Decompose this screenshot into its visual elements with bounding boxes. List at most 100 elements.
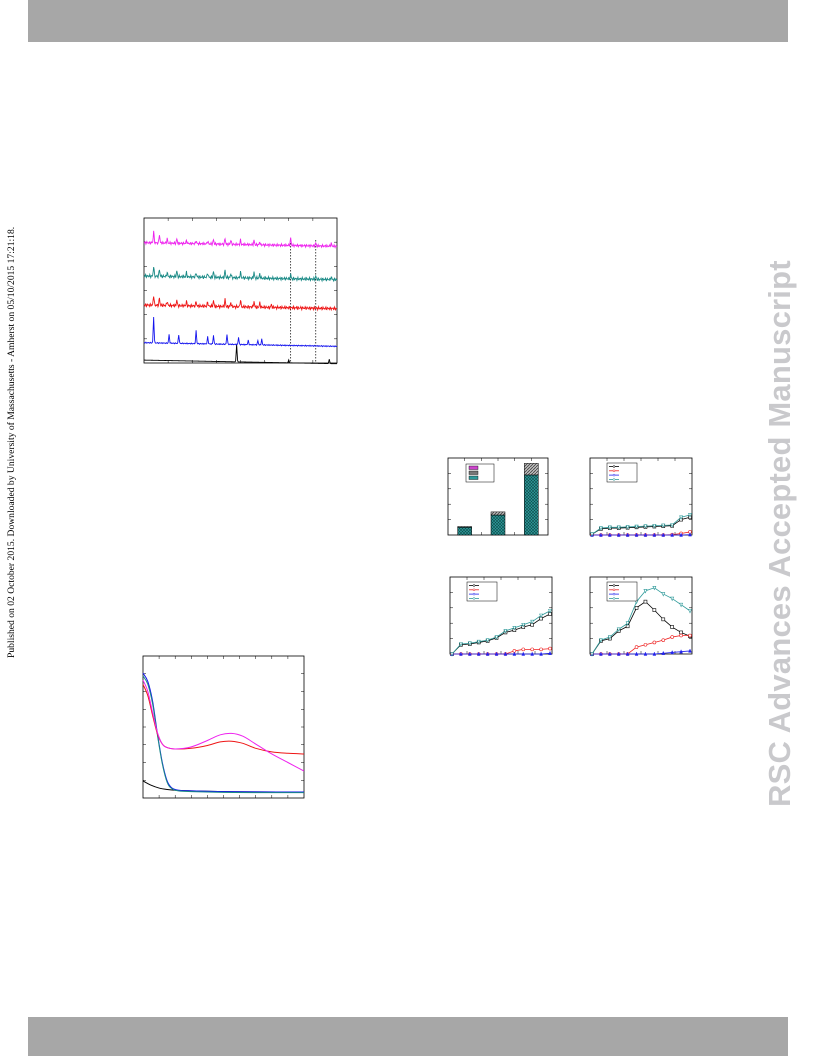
line-panel-d-legend-marker xyxy=(612,584,616,587)
line-panel-d-marker xyxy=(608,651,612,656)
line-panel-c-marker xyxy=(539,647,543,652)
line-panel-b-marker xyxy=(643,524,648,529)
line-panel-b-marker xyxy=(590,532,594,537)
xrd-series-line xyxy=(143,344,337,365)
line-panel-c-marker xyxy=(458,642,463,647)
line-panel-c-marker xyxy=(512,626,517,631)
line-panel-c-marker xyxy=(450,652,454,657)
uv-series-line xyxy=(142,684,305,755)
line-panel-d-legend-marker xyxy=(612,588,616,592)
line-panel-d-marker xyxy=(625,621,630,626)
line-panel-b-marker xyxy=(625,525,630,530)
line-panel-b-legend-box xyxy=(606,462,638,483)
bar-legend-swatch xyxy=(468,465,479,470)
line-panel-b-marker xyxy=(679,532,683,537)
line-panel-c-legend-marker xyxy=(472,584,476,587)
line-panel-d-marker xyxy=(661,617,666,622)
line-panel-d-marker xyxy=(679,630,683,635)
line-panel-c-marker xyxy=(548,609,552,614)
line-panel-d-marker xyxy=(661,638,666,642)
watermark-text: RSC Advances Accepted Manuscript xyxy=(762,260,797,807)
bar-legend-swatch xyxy=(468,470,479,475)
line-panel-d-plot-frame xyxy=(589,576,693,655)
line-panel-d-marker xyxy=(643,642,648,647)
uv-series-line xyxy=(142,672,305,793)
uv-series-line xyxy=(142,675,305,794)
line-panel-c-chart xyxy=(449,576,553,657)
line-panel-b-marker xyxy=(661,532,666,537)
line-panel-d-marker xyxy=(661,650,666,655)
line-panel-d-marker xyxy=(679,602,684,608)
line-panel-d-marker xyxy=(670,635,674,639)
bar-segment xyxy=(524,474,539,536)
line-panel-b-marker xyxy=(643,532,648,537)
line-panel-d-marker xyxy=(590,652,594,657)
line-panel-b-legend-marker xyxy=(612,469,616,473)
line-panel-c-legend-box xyxy=(466,581,498,602)
line-panel-b-chart xyxy=(589,457,693,537)
line-panel-b-marker xyxy=(616,532,621,537)
line-panel-c-marker xyxy=(530,651,534,656)
line-panel-d-series-line xyxy=(591,587,691,655)
line-panel-d-marker xyxy=(652,651,657,656)
line-panel-c-plot-frame xyxy=(449,576,553,655)
header-band xyxy=(28,0,788,42)
line-panel-c-marker xyxy=(530,619,535,625)
line-panel-c-marker xyxy=(539,613,544,619)
line-panel-d-marker xyxy=(679,649,683,654)
line-panel-b-marker xyxy=(679,515,684,520)
line-panel-c-marker xyxy=(521,651,526,656)
line-panel-c-marker xyxy=(512,651,517,656)
line-panel-d-marker xyxy=(634,605,639,610)
line-panel-b-marker xyxy=(652,523,657,529)
line-panel-b-marker xyxy=(625,532,630,537)
line-panel-d-legend-box xyxy=(606,581,638,602)
line-panel-b-legend-marker xyxy=(612,465,616,468)
line-panel-b-marker xyxy=(616,525,621,530)
line-panel-d-marker xyxy=(634,651,639,656)
line-panel-d-marker xyxy=(661,592,666,597)
line-panel-b-marker xyxy=(688,532,692,537)
line-panel-c-legend-marker xyxy=(472,588,476,592)
line-panel-d-legend-marker xyxy=(612,597,616,600)
line-panel-d-marker xyxy=(688,648,692,653)
xrd-series-line xyxy=(143,230,338,249)
line-panel-d-legend-marker xyxy=(612,592,616,596)
line-panel-d-marker xyxy=(616,651,621,656)
line-panel-c-marker xyxy=(503,651,508,656)
line-panel-d-marker xyxy=(643,651,648,656)
line-panel-c-marker xyxy=(459,651,463,656)
line-panel-b-legend-marker xyxy=(612,473,616,477)
bar-segment xyxy=(490,514,506,536)
line-panel-c-marker xyxy=(530,647,534,652)
line-panel-c-marker xyxy=(503,629,508,634)
line-panel-d-marker xyxy=(679,633,683,638)
xrd-series-line xyxy=(143,316,338,348)
line-panel-d-marker xyxy=(670,596,675,602)
line-panel-c-marker xyxy=(521,647,526,652)
xrd-series-line xyxy=(143,296,338,312)
xrd-patterns-chart xyxy=(143,217,338,365)
line-panel-d-marker xyxy=(643,599,648,604)
line-panel-d-marker xyxy=(670,650,674,655)
line-panel-c-marker xyxy=(548,650,552,655)
line-panel-b-marker xyxy=(598,526,603,531)
line-panel-c-marker xyxy=(485,638,490,643)
line-panel-d-marker xyxy=(599,651,603,656)
uv-vis-spectra-chart xyxy=(142,655,305,799)
line-panel-d-marker xyxy=(598,638,603,643)
uv-plot-frame xyxy=(142,655,305,799)
line-panel-d-marker xyxy=(616,627,621,633)
line-panel-c-series-line xyxy=(452,652,551,655)
line-panel-b-marker xyxy=(661,523,666,529)
line-panel-c-marker xyxy=(476,651,481,656)
line-panel-b-marker xyxy=(688,513,692,518)
line-panel-c-marker xyxy=(468,651,472,656)
line-panel-d-chart xyxy=(589,576,693,657)
line-panel-b-marker xyxy=(634,524,639,530)
line-panel-d-marker xyxy=(688,609,692,614)
line-panel-d-marker xyxy=(634,645,639,649)
bar-segment xyxy=(457,526,472,528)
line-panel-d-marker xyxy=(652,640,657,645)
bar-segment xyxy=(457,527,472,536)
